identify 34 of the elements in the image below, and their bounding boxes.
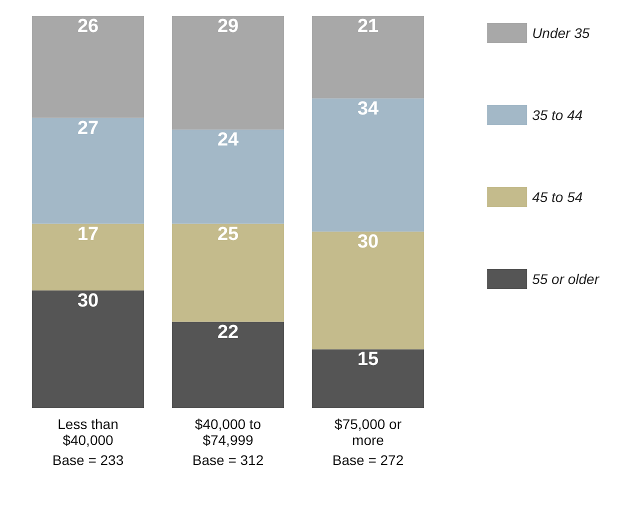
data-label: 17 — [77, 224, 99, 245]
legend-label: Under 35 — [532, 25, 590, 41]
bar — [32, 16, 144, 118]
bar — [172, 130, 284, 224]
data-label: 24 — [217, 130, 239, 151]
data-label: 30 — [77, 290, 99, 312]
bar — [312, 98, 424, 232]
bar — [312, 16, 424, 98]
data-label: 22 — [217, 322, 239, 343]
text: Base = 233 — [52, 452, 124, 468]
bar — [172, 224, 284, 322]
data-label: 21 — [357, 16, 379, 37]
bar — [32, 224, 144, 290]
x-tick-label: $75,000 or more — [334, 416, 402, 448]
legend-label: 35 to 44 — [532, 107, 583, 123]
text: Base = 312 — [192, 452, 264, 468]
data-label: 30 — [357, 232, 379, 253]
data-label: 26 — [77, 16, 99, 37]
bar — [172, 322, 284, 408]
legend-label: 45 to 54 — [532, 189, 583, 205]
data-label: 25 — [217, 224, 239, 245]
bar — [32, 118, 144, 224]
data-label: 34 — [357, 98, 379, 120]
bar — [32, 290, 144, 408]
data-label: 15 — [357, 349, 379, 370]
x-tick-label: $40,000 to $74,999 — [194, 416, 262, 448]
bar — [312, 232, 424, 350]
data-label: 29 — [217, 16, 239, 37]
legend-label: 55 or older — [532, 271, 600, 287]
bar — [172, 16, 284, 130]
data-label: 27 — [77, 118, 99, 139]
x-tick-label: Less than $40,000 — [58, 416, 118, 448]
text: Base = 272 — [332, 452, 404, 468]
bar — [312, 349, 424, 408]
